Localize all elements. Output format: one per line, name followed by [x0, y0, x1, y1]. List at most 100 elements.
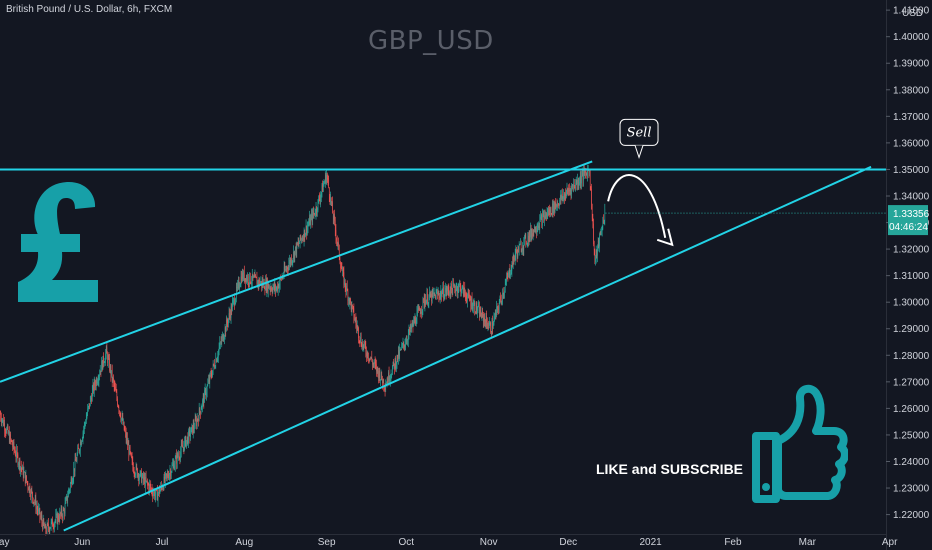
- candle-body: [358, 338, 360, 341]
- candle-body: [528, 232, 530, 242]
- candle-body: [259, 279, 260, 285]
- candle-body: [1, 419, 3, 423]
- candle-body: [583, 169, 585, 173]
- candle-body: [514, 254, 516, 260]
- candle-body: [342, 270, 343, 272]
- candle-body: [471, 298, 473, 310]
- candle-body: [270, 287, 272, 290]
- candle-body: [250, 282, 252, 284]
- candle-body: [285, 269, 287, 270]
- candle-body: [443, 297, 445, 299]
- candle-body: [287, 267, 288, 269]
- y-tick-label: 1.29000: [893, 324, 930, 335]
- candle-body: [307, 226, 308, 234]
- candle-body: [109, 358, 110, 371]
- candle-body: [420, 311, 422, 314]
- candle-body: [337, 240, 338, 244]
- candle-body: [349, 298, 351, 304]
- candle-body: [542, 214, 544, 216]
- candle-body: [487, 322, 488, 328]
- candle-body: [418, 309, 419, 311]
- candle-body: [35, 498, 37, 510]
- candle-body: [98, 380, 99, 382]
- candle-body: [394, 359, 396, 369]
- candle-body: [598, 240, 600, 247]
- candle-body: [399, 349, 400, 357]
- candle-body: [370, 357, 371, 359]
- candle-body: [254, 275, 256, 278]
- candle-body: [589, 171, 591, 187]
- candle-body: [327, 177, 329, 180]
- candle-body: [503, 292, 505, 296]
- candle-body: [453, 283, 454, 287]
- candle-body: [392, 361, 394, 368]
- candle-body: [491, 321, 493, 335]
- candle-body: [180, 451, 181, 459]
- candle-body: [144, 477, 145, 487]
- candle-body: [89, 403, 90, 407]
- candle-body: [192, 424, 194, 434]
- candle-body: [202, 400, 203, 407]
- candle-body: [14, 449, 15, 452]
- candle-body: [441, 291, 442, 297]
- candle-body: [506, 276, 507, 282]
- candle-body: [292, 258, 294, 262]
- channel-lower-line[interactable]: [63, 165, 872, 532]
- candle-body: [70, 483, 71, 490]
- time-axis[interactable]: May Jun Jul Aug Sep Oct Nov Dec 2021 Feb Mar Apr: [0, 534, 898, 549]
- candle-body: [76, 461, 77, 462]
- candle-body: [229, 313, 230, 315]
- candle-body: [576, 179, 577, 184]
- candle-body: [277, 284, 279, 291]
- thumbs-up-icon[interactable]: [738, 381, 848, 511]
- candle-body: [337, 242, 339, 244]
- sell-annotation[interactable]: Sell: [619, 118, 659, 159]
- x-tick-label: Dec: [559, 537, 577, 548]
- candle-body: [52, 526, 54, 528]
- candle-body: [249, 273, 250, 284]
- candle-body: [10, 434, 11, 440]
- candle-body: [414, 320, 415, 323]
- candle-body: [443, 287, 444, 299]
- candle-body: [390, 375, 392, 377]
- candle-body: [93, 384, 94, 392]
- y-tick-label: 1.23000: [893, 484, 930, 495]
- candle-body: [313, 212, 315, 215]
- candle-body: [317, 199, 319, 211]
- candle-body: [475, 303, 477, 314]
- candle-body: [169, 474, 170, 479]
- candle-body: [484, 317, 485, 322]
- candle-body: [214, 367, 216, 368]
- candle-body: [385, 385, 386, 390]
- candle-body: [83, 429, 84, 433]
- candle-body: [439, 296, 440, 299]
- candle-body: [205, 389, 207, 396]
- candle-body: [427, 302, 429, 305]
- candle-body: [313, 211, 314, 215]
- candle-body: [300, 235, 301, 240]
- candle-body: [43, 519, 45, 525]
- candle-body: [347, 290, 349, 301]
- candle-body: [33, 501, 35, 503]
- candle-body: [362, 343, 363, 349]
- candle-body: [60, 509, 62, 515]
- candle-body: [559, 199, 560, 206]
- candle-body: [56, 513, 58, 524]
- price-axis[interactable]: 1.41000 1.40000 1.39000 1.38000 1.37000 1.360…: [886, 0, 932, 550]
- candle-body: [483, 317, 485, 322]
- candle-body: [231, 306, 232, 311]
- candle-body: [441, 292, 443, 297]
- candle-body: [561, 194, 562, 200]
- candle-body: [197, 418, 199, 420]
- candle-body: [548, 210, 549, 215]
- x-tick-label: Nov: [480, 537, 498, 548]
- candle-body: [497, 306, 499, 310]
- channel-upper-line[interactable]: [0, 160, 593, 383]
- candle-body: [512, 254, 514, 267]
- candle-body: [374, 361, 375, 365]
- candle-body: [323, 183, 325, 186]
- trendlines-layer[interactable]: [0, 160, 886, 532]
- candle-body: [248, 276, 249, 283]
- candle-body: [183, 446, 185, 451]
